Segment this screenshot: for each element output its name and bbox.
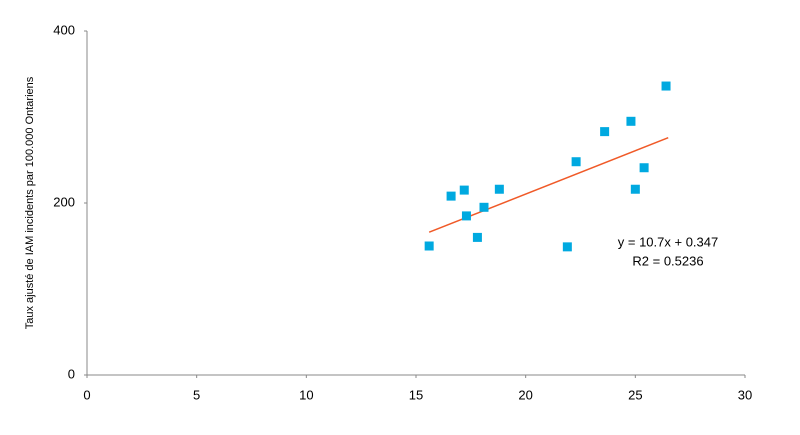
- y-tick-label: 400: [53, 22, 75, 37]
- x-tick-label: 5: [193, 387, 200, 402]
- point: [661, 81, 671, 91]
- point: [459, 185, 469, 195]
- point: [630, 184, 640, 194]
- y-tick-label: 0: [68, 366, 75, 381]
- point: [479, 202, 489, 212]
- point: [424, 241, 434, 251]
- y-tick-label: 200: [53, 194, 75, 209]
- point: [461, 211, 471, 221]
- point: [562, 242, 572, 252]
- x-tick-label: 0: [83, 387, 90, 402]
- x-tick-label: 15: [409, 387, 423, 402]
- point: [446, 191, 456, 201]
- y-axis-title: Taux ajusté de IAM incidents par 100.000…: [24, 76, 36, 329]
- x-tick-label: 20: [518, 387, 532, 402]
- x-tick-label: 10: [299, 387, 313, 402]
- x-tick-label: 30: [738, 387, 752, 402]
- equation: y = 10.7x + 0.347: [618, 234, 718, 249]
- point: [600, 127, 610, 137]
- point: [639, 163, 649, 173]
- point: [571, 157, 581, 167]
- x-tick-label: 25: [628, 387, 642, 402]
- point: [494, 184, 504, 194]
- r-squared: R2 = 0.5236: [632, 253, 703, 268]
- point: [472, 232, 482, 242]
- point: [626, 116, 636, 126]
